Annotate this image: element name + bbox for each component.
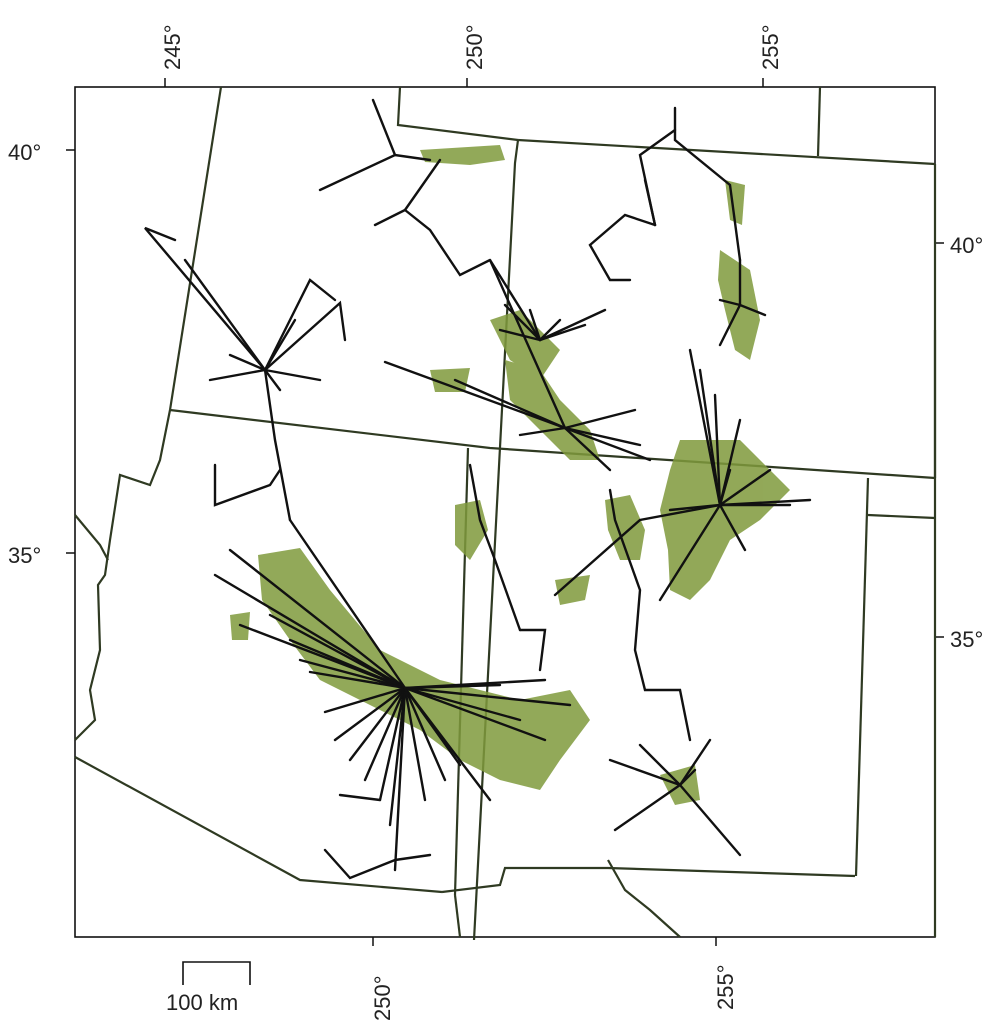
right-tick-label: 40° <box>950 233 983 258</box>
top-tick-label: 255° <box>758 24 783 70</box>
map-frame <box>74 86 936 938</box>
top-tick-label: 245° <box>160 24 185 70</box>
route-lines <box>144 98 812 880</box>
right-latitude-ticks: 40° 35° <box>935 233 983 652</box>
bottom-tick-label: 255° <box>713 964 738 1010</box>
bottom-longitude-ticks: 250° 255° <box>370 937 738 1021</box>
left-tick-label: 35° <box>8 543 41 568</box>
bottom-tick-label: 250° <box>370 975 395 1021</box>
left-latitude-ticks: 40° 35° <box>8 140 75 568</box>
state-borders <box>74 86 937 941</box>
top-longitude-ticks: 245° 250° 255° <box>160 24 783 87</box>
right-tick-label: 35° <box>950 627 983 652</box>
left-tick-label: 40° <box>8 140 41 165</box>
top-tick-label: 250° <box>462 24 487 70</box>
scale-bar: 100 km <box>166 961 251 1015</box>
scale-bar-label: 100 km <box>166 990 238 1015</box>
